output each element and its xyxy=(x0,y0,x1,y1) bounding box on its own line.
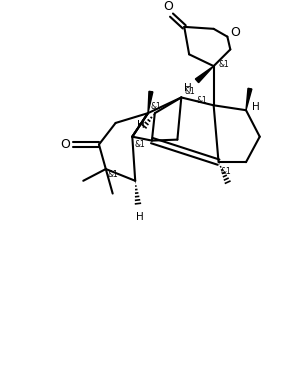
Text: &1: &1 xyxy=(221,168,231,176)
Text: H: H xyxy=(136,212,144,222)
Text: &1: &1 xyxy=(151,102,162,111)
Text: H: H xyxy=(252,102,260,112)
Text: O: O xyxy=(61,138,71,151)
Text: &1: &1 xyxy=(108,171,119,179)
Text: &1: &1 xyxy=(219,60,229,68)
Polygon shape xyxy=(195,66,214,83)
Text: O: O xyxy=(163,0,173,13)
Polygon shape xyxy=(246,88,252,110)
Text: &1: &1 xyxy=(134,140,145,149)
Text: H: H xyxy=(137,120,145,130)
Text: H: H xyxy=(184,83,192,92)
Text: &1: &1 xyxy=(196,96,207,105)
Text: O: O xyxy=(230,26,240,39)
Polygon shape xyxy=(148,91,153,113)
Text: &1: &1 xyxy=(184,87,195,96)
